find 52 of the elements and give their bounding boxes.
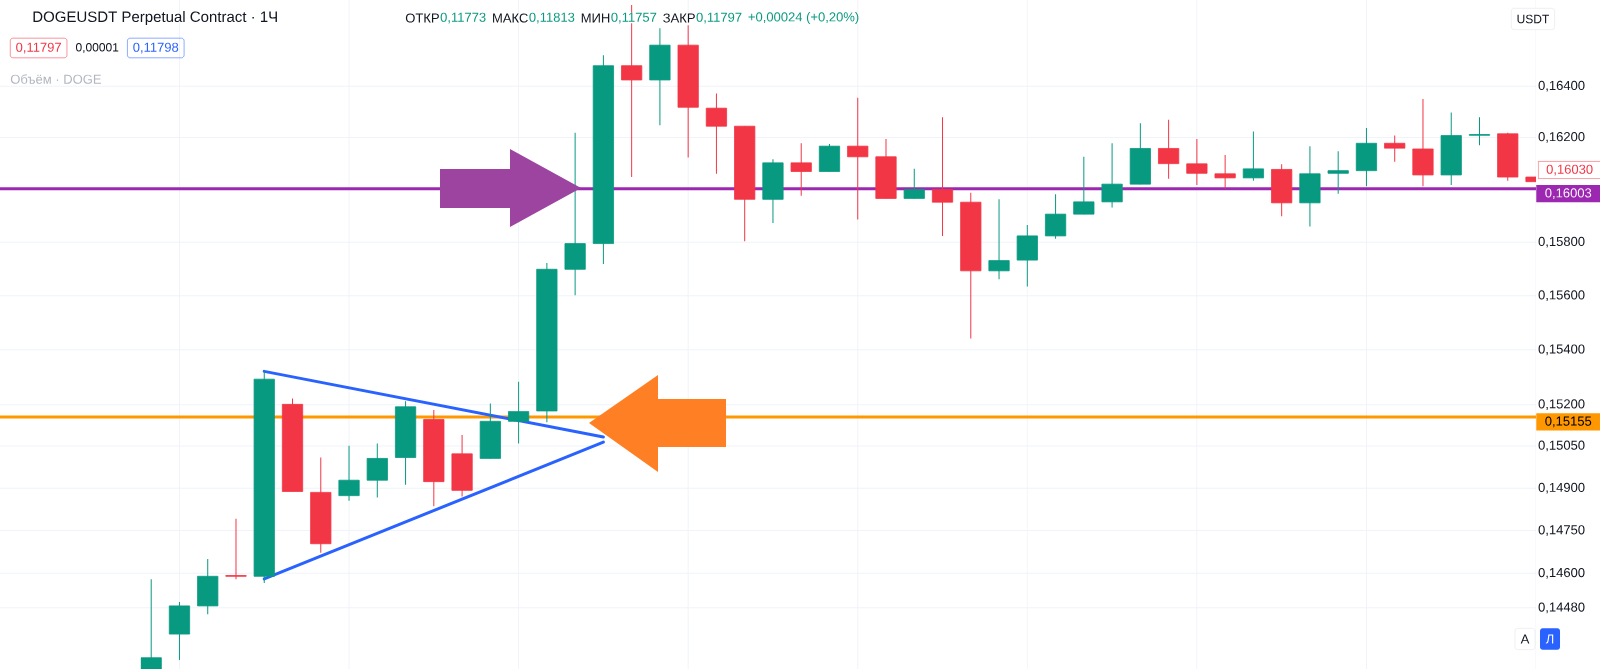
annotation: +0,00024 (+0,20%) [748, 11, 859, 25]
candlestick [903, 168, 925, 199]
candlestick [1327, 150, 1349, 195]
y-tick-label: 0,16200 [1538, 132, 1585, 143]
y-tick-label: 0,14480 [1538, 602, 1585, 614]
ref-line-label: 0,16003 [1545, 188, 1592, 200]
annotation: A [1520, 634, 1530, 644]
annotation: 0,11773 [440, 12, 486, 24]
annotation: ОТКР [405, 13, 439, 23]
y-tick-label: 0,15400 [1538, 344, 1585, 356]
candlestick [790, 142, 812, 197]
text: Объём · DOGE [10, 74, 101, 84]
y-tick-label: 0,15200 [1538, 399, 1585, 411]
candlestick [366, 442, 388, 498]
candlestick [1073, 156, 1095, 215]
candlestick [1101, 142, 1123, 209]
candlestick [1158, 119, 1180, 180]
candlestick [1214, 154, 1236, 190]
text: DOGEUSDT Perpetual Contract · 1Ч [33, 11, 277, 25]
y-tick-label: 0,14600 [1538, 567, 1585, 579]
candlestick [988, 198, 1010, 280]
annotation: МИН [581, 13, 610, 23]
text: 0,00001 [75, 43, 119, 53]
y-tick-label: 0,14900 [1538, 482, 1585, 494]
candlestick [1186, 138, 1208, 186]
candlestick [225, 518, 247, 580]
ref-line-label: 0,15155 [1545, 416, 1592, 428]
candlestick [705, 93, 727, 175]
y-tick-label: 0,15050 [1538, 440, 1585, 452]
candlestick [508, 381, 530, 444]
y-tick-label: 0,16400 [1538, 80, 1585, 92]
y-tick-label: 0,14750 [1538, 525, 1585, 536]
candlestick [1384, 135, 1406, 163]
candlestick [140, 578, 162, 669]
annotation: 0,11797 [696, 12, 742, 24]
annotation: 0,11757 [611, 12, 657, 24]
annotation: 0,11798 [133, 42, 179, 54]
annotation: МАКС [493, 13, 528, 23]
y-tick-label: 0,15800 [1538, 236, 1585, 248]
candlestick [1242, 130, 1264, 182]
y-tick-label: 0,15600 [1538, 290, 1585, 302]
annotation: ЗАКР [663, 13, 695, 23]
annotation: 0,16030 [1546, 164, 1593, 176]
annotation: USDT [1517, 14, 1549, 24]
candlestick [338, 445, 360, 502]
annotation: Л [1545, 634, 1554, 644]
candlestick [931, 116, 954, 237]
candlestick [1468, 116, 1491, 146]
candlestick [847, 97, 869, 220]
candlestick [1045, 193, 1067, 240]
text: 0,11797 [16, 42, 61, 54]
annotation: 0,11813 [529, 12, 575, 24]
